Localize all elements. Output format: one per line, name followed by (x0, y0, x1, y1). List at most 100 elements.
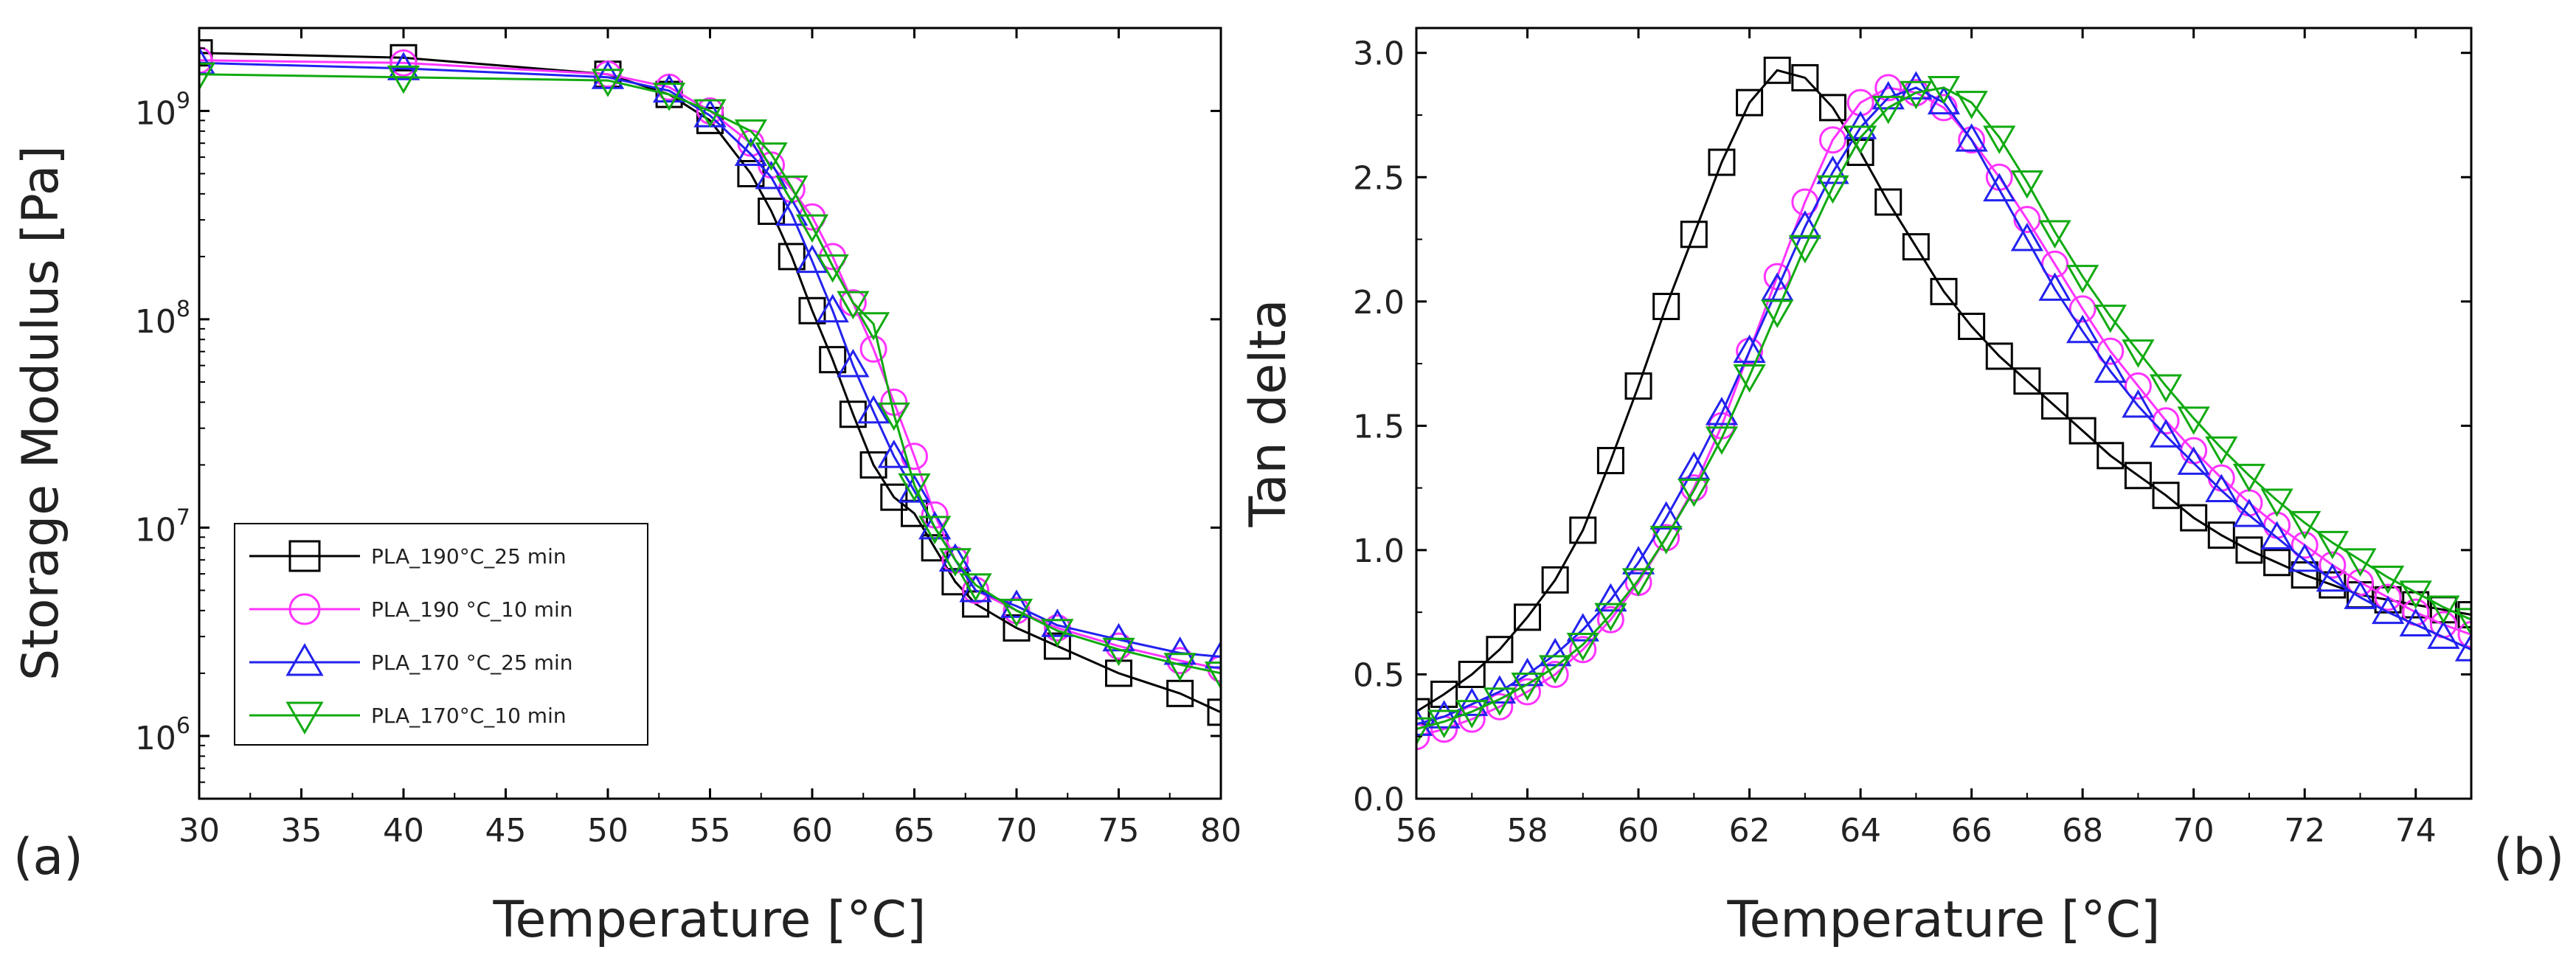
panel-b-series-1-point (2097, 442, 2125, 470)
panel-b-series-4-point (1955, 91, 1988, 119)
panel-a-series-3-point (816, 294, 849, 323)
panel-b-series-1-point (2013, 367, 2041, 395)
panel-a-series-4-point (1000, 598, 1033, 628)
panel-a-series-4-point (959, 573, 992, 602)
panel-b-series-2-point (2457, 621, 2471, 649)
panel-b-series-2-point (2346, 569, 2374, 597)
panel-b-series-4 (1416, 75, 2471, 746)
panel-b-series-2-point (1569, 636, 1597, 664)
panel-a-y-axis-title: Storage Modulus [Pa] (12, 145, 70, 681)
panel-b-series-2 (1416, 74, 2471, 751)
panel-a-x-tick-label: 50 (587, 812, 629, 850)
panel-b-series-3-point (1816, 155, 1849, 184)
panel-b-x-tick-label: 70 (2173, 812, 2215, 850)
panel-b-series-1-point (1763, 56, 1791, 84)
panel-a-series-4-point (837, 291, 870, 320)
panel-a-series-3-point (652, 74, 686, 103)
panel-b-x-tick-label: 72 (2284, 812, 2325, 850)
legend-label: PLA_190°C_25 min (371, 544, 567, 569)
panel-b-series-3-point (1455, 687, 1489, 716)
panel-b-series-4-point (1594, 603, 1627, 632)
panel-b-series-1-point (1569, 516, 1597, 544)
panel-a-y-tick-label: 106 (135, 713, 190, 757)
panel-b-series-1-point (1708, 148, 1736, 176)
panel-a-series-4-point (1102, 637, 1135, 667)
panel-b-series-1-point (2263, 549, 2291, 577)
panel-a-series-4-point (755, 142, 788, 171)
panel-b-series-4-point (2288, 510, 2321, 540)
panel-a-x-tick-label: 35 (281, 812, 322, 850)
panel-a-series-2-point (199, 46, 213, 74)
panel-b-series-3-point (1705, 396, 1739, 426)
panel-a-series-2-point (389, 49, 418, 77)
panel-b-series-3-point (1416, 707, 1433, 736)
panel-a-y-tick-label: 108 (135, 296, 190, 341)
panel-b-series-1-point (2207, 521, 2235, 549)
panel-b-x-tick-label: 66 (1951, 812, 1992, 850)
panel-b-x-tick-label: 62 (1729, 812, 1770, 850)
panel-a-series-3-point (734, 137, 768, 167)
panel-b-series-3-point (2177, 446, 2210, 475)
panel-a-x-tick-label: 30 (179, 812, 220, 850)
panel-a-series-3-point (1041, 608, 1074, 637)
panel-a-y-tick-label: 107 (135, 504, 190, 549)
panel-a-series-3-point (837, 349, 870, 378)
panel-b-series-1-point (1486, 636, 1514, 664)
panel-a-series-4-point (1204, 661, 1221, 690)
panel-b-series-4-point (2094, 305, 2127, 333)
panel-b-series-2-point (1930, 94, 1958, 122)
panel-a-series-3-point (1000, 589, 1033, 618)
panel-b-series-4-point (1416, 717, 1433, 746)
panel-a-series-4-point (856, 312, 890, 341)
panel-b-y-tick-label: 1.5 (1353, 408, 1405, 445)
panel-b-series-3-point (1900, 71, 1933, 100)
panel-b-series-2-point (2068, 295, 2097, 323)
panel-b-series-3-point (1927, 86, 1961, 115)
panel-a-series-1-point (778, 243, 806, 271)
panel-b-series-1-point (2180, 504, 2208, 532)
panel-b-series-1-point (1430, 680, 1458, 708)
panel-b-series-4-point (2149, 374, 2183, 403)
panel-a-series-4-point (591, 69, 625, 97)
panel-a-series-1-point (859, 451, 887, 479)
panel-a-label: (a) (13, 828, 83, 886)
panel-b-series-4-point (2399, 580, 2432, 609)
panel-b-series-2-point (1486, 692, 1514, 721)
panel-b-series-1-point (1514, 603, 1542, 631)
panel-b-series-3-point (2038, 272, 2071, 301)
panel-b-y-tick-label: 0.0 (1353, 781, 1405, 819)
panel-b-series-4-point (1816, 175, 1849, 204)
panel-b-y-tick-label: 3.0 (1353, 35, 1405, 73)
panel-a-series-3-point (877, 440, 910, 468)
panel-b-y-tick-label: 2.0 (1353, 284, 1405, 322)
panel-b-series-1-point (1818, 94, 1846, 122)
panel-b-series-2-point (1416, 723, 1430, 751)
panel-b-y-tick-label: 1.0 (1353, 532, 1405, 570)
panel-b-series-3-point (1539, 637, 1572, 667)
panel-b-series-1-point (1652, 293, 1680, 321)
panel-b-series-3-point (2344, 580, 2377, 609)
panel-a-series-4-point (816, 254, 849, 283)
panel-b-data-area (1416, 56, 2471, 751)
panel-b-series-3-point (2232, 499, 2266, 527)
panel-b-series-4-point (2177, 406, 2210, 435)
panel-b-series-3-point (1427, 700, 1461, 729)
panel-b-series-4-point (2454, 608, 2471, 636)
panel-b-series-3-point (1733, 334, 1766, 364)
legend-label: PLA_190 °C_10 min (371, 597, 573, 622)
panel-b-series-1-line (1416, 69, 2471, 713)
panel-b-series-1-point (2041, 392, 2069, 420)
panel-b-series-3-point (1594, 583, 1627, 612)
panel-b-series-layer (1416, 56, 2471, 751)
panel-b-series-1-point (1541, 566, 1569, 594)
panel-b-series-3 (1416, 71, 2471, 736)
panel-a-series-4-point (877, 402, 910, 431)
panel-b-x-tick-label: 74 (2395, 812, 2437, 850)
panel-a-series-3-point (856, 395, 890, 424)
panel-a-series-3-point (775, 197, 809, 226)
panel-b-series-1-point (2068, 417, 2097, 445)
panel-b-series-3-point (2371, 595, 2405, 625)
panel-b-series-3-point (2010, 222, 2044, 251)
panel-b-series-2-point (2013, 206, 2041, 234)
